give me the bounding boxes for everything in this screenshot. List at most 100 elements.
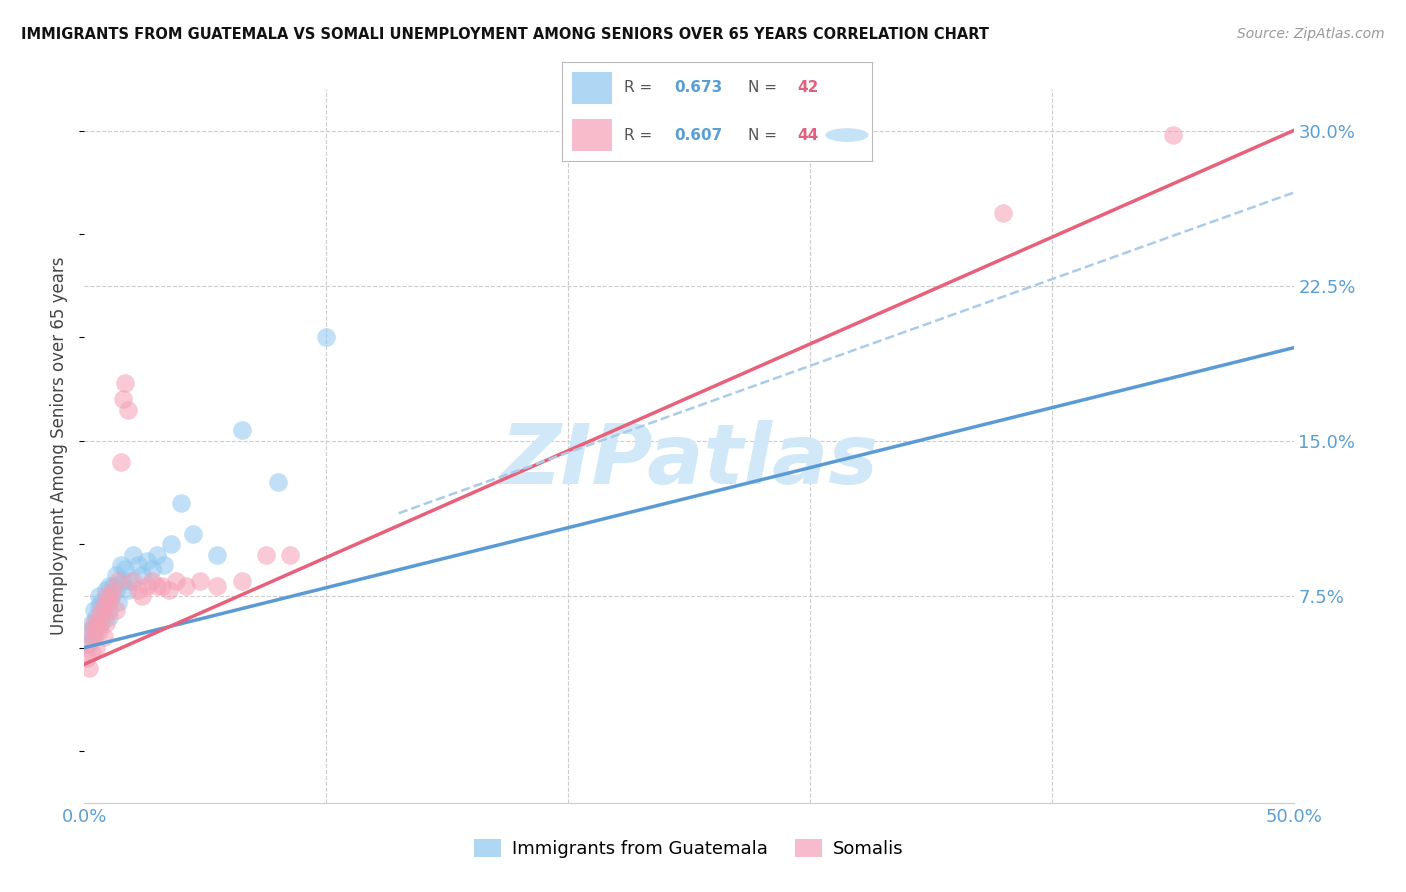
Circle shape <box>825 128 869 142</box>
Point <box>87 599 110 614</box>
Point <box>86 624 108 639</box>
Point <box>207 579 229 593</box>
Point <box>153 558 176 572</box>
Point <box>165 574 187 589</box>
Point <box>80 615 103 630</box>
Point <box>93 609 115 624</box>
Point <box>93 630 115 644</box>
Point <box>127 582 149 597</box>
Point <box>86 640 108 655</box>
Point <box>107 574 129 589</box>
Point <box>141 574 163 589</box>
Point <box>136 554 159 568</box>
Point <box>170 496 193 510</box>
Point <box>90 603 112 617</box>
Point <box>83 630 105 644</box>
Point <box>97 609 120 624</box>
Point <box>83 603 105 617</box>
Point <box>114 376 136 390</box>
Point <box>97 595 120 609</box>
Text: IMMIGRANTS FROM GUATEMALA VS SOMALI UNEMPLOYMENT AMONG SENIORS OVER 65 YEARS COR: IMMIGRANTS FROM GUATEMALA VS SOMALI UNEM… <box>21 27 988 42</box>
Point <box>315 330 337 344</box>
Point <box>103 582 125 597</box>
Text: N =: N = <box>748 128 782 143</box>
Point <box>231 574 253 589</box>
Point <box>94 615 117 630</box>
Text: Source: ZipAtlas.com: Source: ZipAtlas.com <box>1237 27 1385 41</box>
Point <box>160 537 183 551</box>
Point <box>120 574 142 589</box>
Text: 0.607: 0.607 <box>673 128 723 143</box>
Point <box>207 548 229 562</box>
Point <box>254 548 277 562</box>
Point <box>80 630 103 644</box>
Point <box>76 651 98 665</box>
Point <box>1161 128 1184 142</box>
Point <box>114 562 136 576</box>
Point <box>83 615 105 630</box>
Point <box>100 589 122 603</box>
Point <box>104 582 127 597</box>
Point <box>174 579 197 593</box>
Point <box>80 645 103 659</box>
Text: 44: 44 <box>797 128 818 143</box>
Point <box>278 548 301 562</box>
Text: 0.673: 0.673 <box>673 80 723 95</box>
Point <box>76 636 98 650</box>
Point <box>141 562 163 576</box>
Point <box>121 548 143 562</box>
Point <box>100 591 122 605</box>
Text: ZIPatlas: ZIPatlas <box>501 420 877 500</box>
Point <box>117 582 139 597</box>
Point <box>77 636 100 650</box>
Legend: Immigrants from Guatemala, Somalis: Immigrants from Guatemala, Somalis <box>467 831 911 865</box>
Point <box>86 620 108 634</box>
Point <box>87 589 110 603</box>
Point <box>97 579 120 593</box>
Point <box>157 582 180 597</box>
Point <box>77 661 100 675</box>
Point <box>94 589 117 603</box>
Point <box>97 603 120 617</box>
Point <box>77 624 100 639</box>
Point <box>80 624 103 639</box>
Bar <box>572 72 612 103</box>
Point <box>112 392 135 407</box>
Text: N =: N = <box>748 80 782 95</box>
Point <box>993 206 1015 220</box>
Y-axis label: Unemployment Among Seniors over 65 years: Unemployment Among Seniors over 65 years <box>51 257 69 635</box>
Point <box>107 595 129 609</box>
Point <box>94 595 117 609</box>
Point <box>127 558 149 572</box>
Point <box>112 574 135 589</box>
Point <box>136 579 159 593</box>
Point <box>93 599 115 614</box>
Point <box>104 568 127 582</box>
Point <box>104 603 127 617</box>
Bar <box>572 120 612 151</box>
Point <box>90 615 112 630</box>
Point <box>103 579 125 593</box>
Point <box>131 568 153 582</box>
Point <box>87 609 110 624</box>
Point <box>231 424 253 438</box>
Point <box>146 548 169 562</box>
Point <box>267 475 290 490</box>
Point <box>83 620 105 634</box>
Point <box>146 579 169 593</box>
Point <box>110 454 132 468</box>
Point <box>181 527 204 541</box>
Point <box>190 574 212 589</box>
Point <box>121 574 143 589</box>
Point <box>87 624 110 639</box>
Point <box>94 582 117 597</box>
Point <box>110 558 132 572</box>
Point <box>117 402 139 417</box>
Point <box>90 595 112 609</box>
Point <box>150 579 173 593</box>
Text: R =: R = <box>624 128 658 143</box>
Point <box>86 609 108 624</box>
Text: R =: R = <box>624 80 658 95</box>
Point <box>90 615 112 630</box>
Point <box>131 589 153 603</box>
